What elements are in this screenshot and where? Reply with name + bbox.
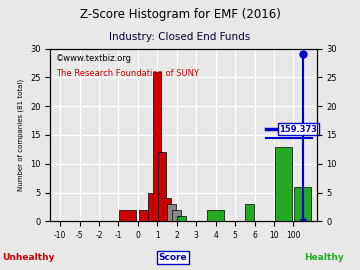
Text: Healthy: Healthy [304, 253, 344, 262]
Bar [294, 187, 311, 221]
Bar [153, 72, 161, 221]
Text: 159.373: 159.373 [279, 125, 317, 134]
Bar [119, 210, 136, 221]
Bar [177, 216, 186, 221]
Bar [158, 152, 166, 221]
Bar [207, 210, 224, 221]
Text: Score: Score [158, 253, 187, 262]
Text: Z-Score Histogram for EMF (2016): Z-Score Histogram for EMF (2016) [80, 8, 280, 21]
Text: ©www.textbiz.org: ©www.textbiz.org [56, 54, 132, 63]
Bar [275, 147, 292, 221]
Bar [139, 210, 156, 221]
Bar [172, 210, 181, 221]
Bar [163, 198, 171, 221]
Y-axis label: Number of companies (81 total): Number of companies (81 total) [18, 79, 24, 191]
Bar [245, 204, 254, 221]
Bar [148, 193, 157, 221]
Text: The Research Foundation of SUNY: The Research Foundation of SUNY [56, 69, 199, 78]
Bar [167, 204, 176, 221]
Text: Unhealthy: Unhealthy [3, 253, 55, 262]
Text: Industry: Closed End Funds: Industry: Closed End Funds [109, 32, 251, 42]
